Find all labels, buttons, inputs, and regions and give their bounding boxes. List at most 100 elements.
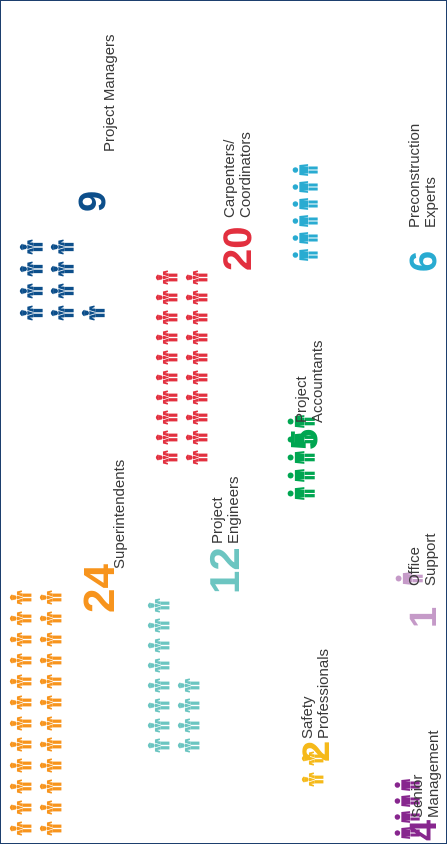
person-icon <box>290 215 325 227</box>
label-superintendents: Superintendents <box>111 459 128 569</box>
hardhat-worker-icon <box>6 652 37 669</box>
hardhat-worker-icon <box>6 799 37 816</box>
hardhat-worker-icon <box>36 799 67 816</box>
hardhat-worker-icon <box>6 820 37 837</box>
person-icon <box>394 572 429 585</box>
hardhat-worker-icon <box>152 429 183 446</box>
hardhat-worker-icon <box>36 778 67 795</box>
hardhat-worker-icon <box>36 736 67 753</box>
label-line: Management <box>425 730 442 818</box>
hardhat-worker-icon <box>6 736 37 753</box>
person-icon <box>392 795 427 807</box>
hardhat-worker-icon <box>152 289 183 306</box>
hardhat-worker-icon <box>152 409 183 426</box>
hardhat-worker-icon <box>16 304 48 322</box>
person-icon <box>290 181 325 193</box>
count-office-support: 1 <box>403 606 445 628</box>
hardhat-worker-icon <box>6 589 37 606</box>
hardhat-worker-icon <box>78 304 110 322</box>
person-icon <box>290 232 325 244</box>
hardhat-worker-icon <box>182 309 213 326</box>
hardhat-worker-icon <box>182 289 213 306</box>
hardhat-worker-icon <box>144 737 175 754</box>
hardhat-worker-icon <box>36 673 67 690</box>
hardhat-worker-icon <box>6 631 37 648</box>
person-icon <box>286 469 321 482</box>
label-line: Project <box>209 497 226 544</box>
hardhat-worker-icon <box>182 349 213 366</box>
hardhat-worker-icon <box>16 282 48 300</box>
hardhat-worker-icon <box>152 329 183 346</box>
hardhat-worker-icon <box>152 389 183 406</box>
hardhat-worker-icon <box>174 697 205 714</box>
count-safety-professionals: 2 <box>296 740 338 762</box>
label-safety-professionals: Safety Professionals <box>299 648 332 739</box>
hardhat-worker-icon <box>36 820 67 837</box>
person-icon <box>392 827 427 839</box>
hardhat-worker-icon <box>47 304 79 322</box>
hardhat-worker-icon <box>6 757 37 774</box>
person-icon <box>392 811 427 823</box>
hardhat-worker-icon <box>298 771 329 788</box>
hardhat-worker-icon <box>36 715 67 732</box>
person-icon <box>290 198 325 210</box>
hardhat-worker-icon <box>152 309 183 326</box>
label-line: Project Managers <box>101 34 118 152</box>
label-carpenters-coordinators: Carpenters/ Coordinators <box>221 132 254 218</box>
hardhat-worker-icon <box>6 610 37 627</box>
hardhat-worker-icon <box>182 389 213 406</box>
hardhat-worker-icon <box>6 715 37 732</box>
person-icon <box>290 164 325 176</box>
hardhat-worker-icon <box>144 717 175 734</box>
hardhat-worker-icon <box>36 652 67 669</box>
count-senior-management: 4 <box>403 819 445 841</box>
count-preconstruction-experts: 6 <box>403 250 445 272</box>
hardhat-worker-icon <box>298 750 329 767</box>
person-icon <box>392 779 427 791</box>
hardhat-worker-icon <box>36 757 67 774</box>
hardhat-worker-icon <box>16 238 48 256</box>
label-project-accountants: Project Accountants <box>293 340 326 423</box>
hardhat-worker-icon <box>6 694 37 711</box>
count-project-accountants: 5 <box>284 428 326 450</box>
label-line: Carpenters/ <box>221 139 238 218</box>
label-senior-management: Senior Management <box>409 730 442 818</box>
label-line: Preconstruction <box>406 123 423 228</box>
count-project-managers: 9 <box>72 190 114 212</box>
hardhat-worker-icon <box>152 349 183 366</box>
person-icon <box>286 433 321 446</box>
hardhat-worker-icon <box>152 369 183 386</box>
hardhat-worker-icon <box>182 269 213 286</box>
hardhat-worker-icon <box>144 637 175 654</box>
label-line: Office <box>406 547 423 586</box>
label-line: Engineers <box>225 476 242 544</box>
hardhat-worker-icon <box>47 282 79 300</box>
person-icon <box>286 451 321 464</box>
label-line: Experts <box>422 177 439 228</box>
person-icon <box>286 487 321 500</box>
hardhat-worker-icon <box>152 269 183 286</box>
hardhat-worker-icon <box>174 737 205 754</box>
label-line: Project <box>293 376 310 423</box>
hardhat-worker-icon <box>174 677 205 694</box>
person-icon <box>286 415 321 428</box>
label-line: Superintendents <box>111 459 128 569</box>
person-icon <box>290 249 325 261</box>
hardhat-worker-icon <box>152 449 183 466</box>
hardhat-worker-icon <box>144 597 175 614</box>
hardhat-worker-icon <box>174 717 205 734</box>
label-line: Professionals <box>315 648 332 739</box>
hardhat-worker-icon <box>36 610 67 627</box>
count-carpenters-coordinators: 20 <box>216 226 260 272</box>
hardhat-worker-icon <box>6 778 37 795</box>
hardhat-worker-icon <box>36 589 67 606</box>
hardhat-worker-icon <box>182 449 213 466</box>
label-line: Coordinators <box>237 132 254 218</box>
hardhat-worker-icon <box>16 260 48 278</box>
hardhat-worker-icon <box>6 673 37 690</box>
label-line: Support <box>422 533 439 586</box>
hardhat-worker-icon <box>182 369 213 386</box>
hardhat-worker-icon <box>144 617 175 634</box>
